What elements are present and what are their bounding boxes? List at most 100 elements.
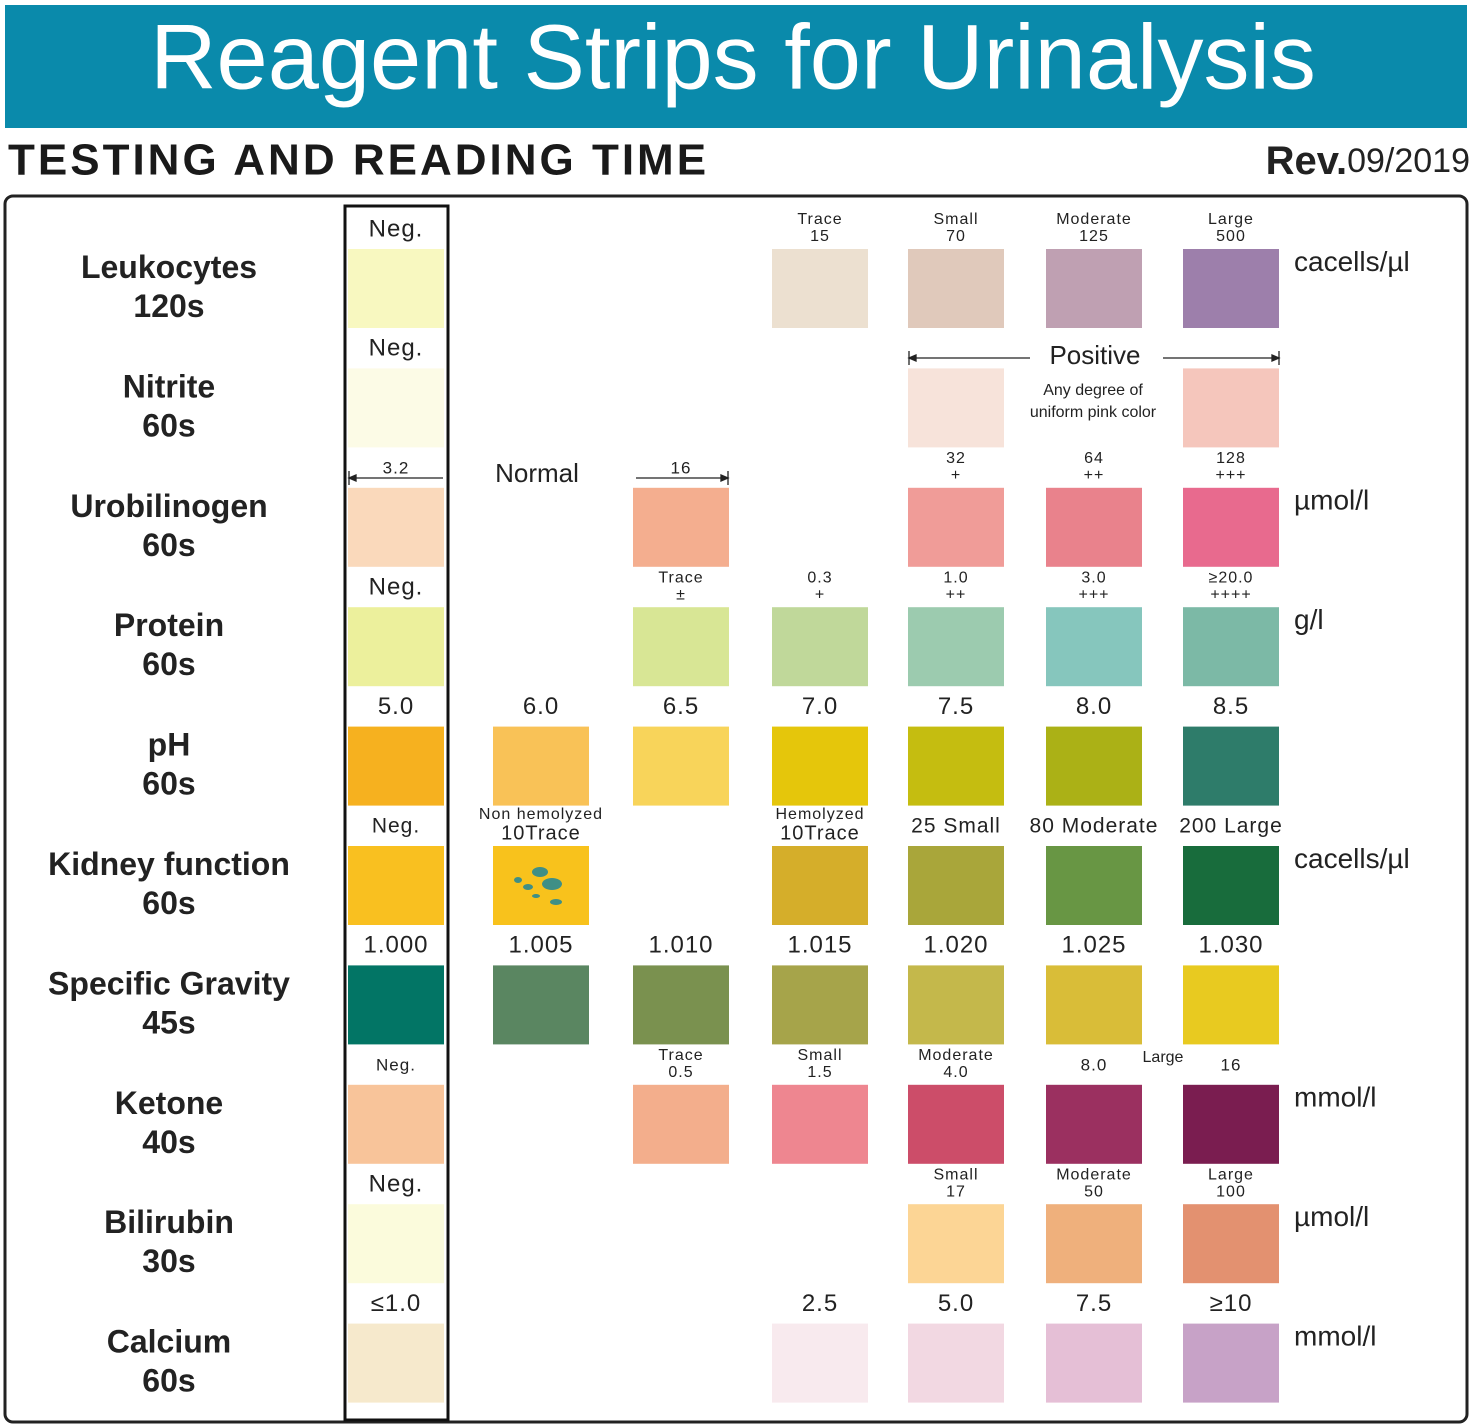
swatch-label: ++++ xyxy=(1210,586,1251,603)
swatch-label: 7.5 xyxy=(938,693,974,720)
swatch-label: Neg. xyxy=(369,215,424,242)
color-swatch xyxy=(1046,607,1142,687)
swatch-label: Small xyxy=(797,1047,842,1064)
swatch-label: Neg. xyxy=(372,815,420,838)
swatch-label: Trace xyxy=(658,569,703,586)
unit: mmol/l xyxy=(1294,1320,1376,1351)
swatch-label: 0.3 xyxy=(807,569,832,586)
color-swatch xyxy=(1183,368,1279,448)
row-time: 60s xyxy=(142,885,195,921)
swatch-label: 6.0 xyxy=(523,693,559,720)
color-swatch xyxy=(1046,846,1142,925)
revision-date: 09/2019 xyxy=(1347,142,1470,180)
unit: µmol/l xyxy=(1294,485,1369,516)
swatch-label: 1.020 xyxy=(923,932,988,959)
swatch-label: 8.0 xyxy=(1076,693,1112,720)
color-swatch xyxy=(772,607,868,687)
swatch-label: 16 xyxy=(671,458,692,477)
unit: cacells/µl xyxy=(1294,246,1410,277)
swatch-label: Small xyxy=(933,1166,978,1183)
color-swatch xyxy=(348,368,444,448)
swatch-label: 8.0 xyxy=(1081,1055,1108,1074)
swatch-label: Moderate xyxy=(1056,211,1132,228)
color-swatch xyxy=(493,726,589,806)
swatch-label: 10Trace xyxy=(780,822,860,844)
swatch-label: 1.030 xyxy=(1198,932,1263,959)
swatch-label: 15 xyxy=(810,228,830,245)
swatch-label: +++ xyxy=(1078,586,1109,603)
swatch-label: Small xyxy=(933,211,978,228)
swatch-label: 1.015 xyxy=(787,932,852,959)
row-name: Calcium xyxy=(107,1324,231,1360)
row-time: 60s xyxy=(142,407,195,443)
unit: g/l xyxy=(1294,604,1324,635)
color-swatch xyxy=(348,846,444,925)
color-swatch xyxy=(633,1084,729,1164)
color-swatch xyxy=(1183,846,1279,925)
swatch-label: 1.0 xyxy=(943,569,968,586)
row-name: Urobilinogen xyxy=(70,488,267,524)
row-name: Leukocytes xyxy=(81,249,257,285)
swatch-label: 5.0 xyxy=(938,1290,974,1317)
swatch-label: 128 xyxy=(1216,450,1246,467)
negative-column xyxy=(343,204,450,1422)
row-time: 60s xyxy=(142,527,195,563)
color-swatch xyxy=(348,1084,444,1164)
swatch-label: 8.5 xyxy=(1213,693,1249,720)
color-swatch xyxy=(908,846,1004,925)
swatch-label: 1.025 xyxy=(1061,932,1126,959)
color-swatch xyxy=(772,965,868,1045)
row-time: 30s xyxy=(142,1243,195,1279)
color-swatch xyxy=(348,1323,444,1403)
swatch-label: 16 xyxy=(1221,1055,1242,1074)
swatch-label: +++ xyxy=(1215,467,1246,484)
color-swatch xyxy=(348,1204,444,1284)
row-name: Protein xyxy=(114,607,224,643)
header-bar xyxy=(5,5,1467,128)
row-name: Kidney function xyxy=(48,846,290,882)
color-swatch xyxy=(908,487,1004,567)
row-name: Specific Gravity xyxy=(48,965,290,1001)
swatch-label: + xyxy=(951,467,961,484)
swatch-label: 0.5 xyxy=(668,1064,693,1081)
row-name: pH xyxy=(148,727,191,763)
swatch-label: 500 xyxy=(1216,228,1246,245)
swatch-label: + xyxy=(815,586,825,603)
revision: Rev.09/2019 xyxy=(1266,139,1470,183)
swatch-label: Neg. xyxy=(369,1171,424,1198)
color-swatch xyxy=(908,607,1004,687)
swatch-label: 17 xyxy=(946,1183,966,1200)
note: Normal xyxy=(495,458,579,488)
swatch-label: Trace xyxy=(658,1047,703,1064)
swatch-label: 1.010 xyxy=(648,932,713,959)
row-name: Ketone xyxy=(115,1085,223,1121)
swatch-label: 10Trace xyxy=(501,822,581,844)
speckles xyxy=(514,867,562,905)
color-swatch xyxy=(908,1323,1004,1403)
swatch-label: ++ xyxy=(946,586,967,603)
swatch-label: 5.0 xyxy=(378,693,414,720)
color-swatch xyxy=(348,487,444,567)
swatch-label: 125 xyxy=(1079,228,1109,245)
note: Any degree of xyxy=(1043,382,1143,399)
color-swatch xyxy=(348,249,444,328)
swatch-label: 200 Large xyxy=(1179,815,1283,838)
swatch-label: Non hemolyzed xyxy=(479,806,603,823)
color-swatch xyxy=(1183,487,1279,567)
range-brackets xyxy=(347,351,1281,485)
color-swatch xyxy=(908,1084,1004,1164)
color-swatch xyxy=(772,726,868,806)
swatch-label: 100 xyxy=(1216,1183,1246,1200)
color-swatch xyxy=(1183,1204,1279,1284)
color-swatch xyxy=(772,249,868,328)
color-swatch xyxy=(348,607,444,687)
swatch-label: 50 xyxy=(1084,1183,1104,1200)
swatch-label: Neg. xyxy=(376,1055,416,1074)
row-time: 45s xyxy=(142,1004,195,1040)
color-swatch xyxy=(1046,726,1142,806)
swatch-label: ± xyxy=(676,586,686,603)
swatch-label: 3.0 xyxy=(1081,569,1106,586)
swatch-label: 1.005 xyxy=(508,932,573,959)
